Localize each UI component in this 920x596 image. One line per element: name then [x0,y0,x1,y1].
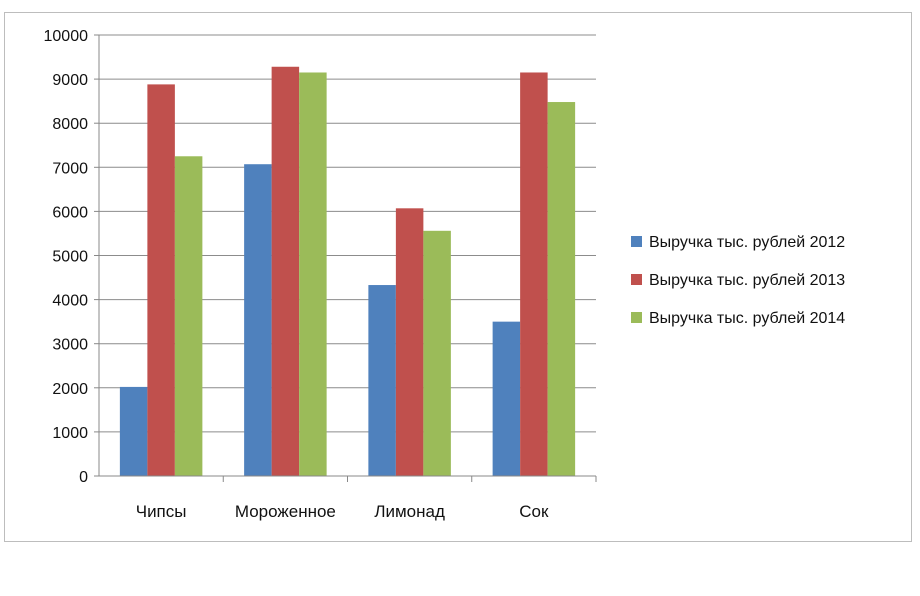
bar [271,66,300,476]
legend-swatch [631,274,642,285]
bars [119,66,597,482]
bar [547,102,576,477]
y-tick-label: 9000 [52,72,88,89]
y-tick-label: 8000 [52,116,88,133]
y-tick-label: 4000 [52,293,88,310]
y-tick-label: 7000 [52,160,88,177]
legend-label: Выручка тыс. рублей 2013 [649,272,845,289]
bar [119,386,148,476]
y-tick-label: 0 [79,469,88,486]
x-category-label: Чипсы [136,502,187,521]
legend: Выручка тыс. рублей 2012 Выручка тыс. руб… [631,234,845,327]
bar [492,321,521,476]
x-category-label: Лимонад [374,502,445,521]
bar [244,164,272,476]
bar [299,72,327,477]
x-category-label: Сок [519,502,549,521]
bar [174,156,203,476]
bar [520,72,548,477]
y-tick-labels: 0 1000 2000 3000 4000 5000 6000 7000 8000 9000 100… [44,28,89,486]
y-tick-label: 10000 [44,28,89,45]
legend-swatch [631,312,642,323]
bar [395,208,424,477]
bar [368,285,396,476]
legend-label: Выручка тыс. рублей 2012 [649,234,845,251]
y-tick-label: 2000 [52,381,88,398]
x-category-labels: Чипсы Мороженное Лимонад Сок [136,502,549,521]
legend-label: Выручка тыс. рублей 2014 [649,310,845,327]
y-tick-label: 1000 [52,425,88,442]
legend-swatch [631,236,642,247]
axes [98,35,596,477]
y-tick-label: 6000 [52,204,88,221]
y-tick-label: 5000 [52,249,88,266]
y-tick-label: 3000 [52,337,88,354]
x-category-label: Мороженное [235,502,336,521]
bar [147,84,175,476]
bar [423,230,451,476]
